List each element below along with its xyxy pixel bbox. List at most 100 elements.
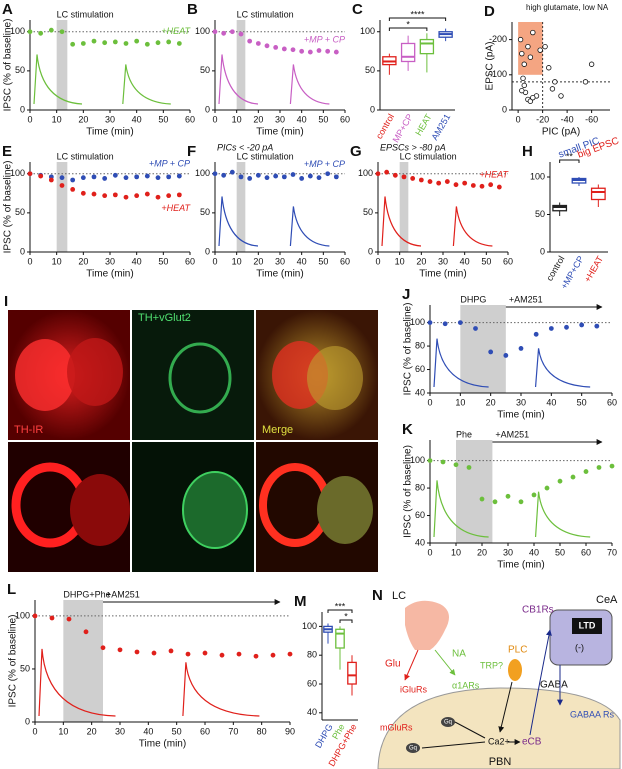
- data-point: [521, 82, 527, 89]
- inset-trace: [452, 206, 493, 247]
- y-tick-label: 40: [415, 387, 425, 397]
- x-tick-label: 10: [52, 114, 62, 124]
- y-axis-label: EPSC (pA): [485, 42, 496, 91]
- x-tick-label: 30: [115, 726, 125, 736]
- data-point: [488, 182, 494, 188]
- y-tick-label: -200: [489, 34, 507, 44]
- data-point: [440, 459, 446, 465]
- x-tick-label: 50: [172, 726, 182, 736]
- stimulation-window: [236, 162, 246, 252]
- label: mGluRs: [380, 722, 413, 732]
- data-point: [325, 171, 331, 177]
- data-point: [176, 173, 182, 179]
- data-point: [436, 180, 442, 186]
- data-point: [570, 474, 576, 480]
- data-point: [427, 179, 433, 184]
- data-point: [144, 173, 150, 179]
- data-point: [519, 87, 525, 94]
- data-point: [290, 172, 296, 177]
- data-point: [290, 47, 296, 53]
- data-point: [166, 39, 172, 45]
- data-point: [247, 176, 253, 181]
- x-tick-label: 30: [275, 114, 285, 124]
- panel-label: D: [484, 3, 495, 20]
- x-tick-label: 40: [143, 726, 153, 736]
- box: [347, 661, 357, 685]
- data-point: [273, 173, 279, 179]
- data-point: [307, 49, 313, 55]
- data-point: [70, 186, 76, 192]
- x-tick-label: 20: [486, 397, 496, 407]
- stimulation-window: [236, 20, 246, 110]
- category-label: AM251: [429, 112, 452, 142]
- y-tick-label: 0: [370, 104, 375, 114]
- image-caption: TH-IR: [14, 424, 43, 436]
- data-point: [80, 41, 86, 46]
- panel-label: J: [402, 286, 410, 303]
- stimulation-window: [56, 20, 68, 110]
- data-point: [470, 183, 476, 188]
- data-point: [38, 173, 44, 179]
- x-tick-label: 40: [297, 114, 307, 124]
- data-point: [166, 174, 172, 180]
- panel-label: I: [4, 293, 8, 310]
- x-tick-label: 0: [427, 397, 432, 407]
- x-tick-label: 60: [340, 114, 350, 124]
- x-tick-label: 60: [503, 256, 513, 266]
- data-point: [544, 485, 550, 491]
- image-caption: Merge: [262, 424, 293, 436]
- data-point: [32, 613, 38, 619]
- inset-trace: [33, 54, 83, 105]
- sig-label: ****: [410, 9, 425, 19]
- subtitle: PICs < -20 pA: [217, 142, 273, 152]
- cell: [15, 339, 75, 411]
- x-axis-label: Time (min): [86, 127, 133, 138]
- x-tick-label: 30: [105, 114, 115, 124]
- data-point: [579, 322, 585, 328]
- ltd-box: [572, 618, 602, 634]
- label: α1ARs: [452, 680, 480, 690]
- data-point: [134, 174, 140, 180]
- data-point: [401, 174, 407, 180]
- data-point: [221, 172, 227, 178]
- x-tick-label: 20: [78, 114, 88, 124]
- data-point: [466, 465, 472, 470]
- x-tick-label: 50: [318, 256, 328, 266]
- x-tick-label: 30: [438, 256, 448, 266]
- cell: [168, 342, 232, 414]
- data-point: [102, 193, 108, 199]
- data-point: [410, 176, 416, 181]
- y-axis-label: IPSC (% of baseline): [8, 615, 19, 708]
- label: Gq: [409, 746, 417, 752]
- y-tick-label: 80: [415, 340, 425, 350]
- y-tick-label: 50: [20, 663, 30, 673]
- cell: [182, 471, 248, 549]
- x-tick-label: 30: [275, 256, 285, 266]
- data-point: [442, 321, 448, 327]
- y-tick-label: 100: [195, 26, 210, 36]
- x-tick-label: 30: [503, 547, 513, 557]
- y-tick-label: 100: [302, 621, 317, 631]
- stim-label: LC stimulation: [237, 9, 294, 19]
- y-tick-label: 50: [363, 207, 373, 217]
- x-tick-label: 40: [132, 114, 142, 124]
- label: Gq: [444, 720, 452, 726]
- inset-trace: [433, 480, 489, 538]
- data-point: [91, 38, 97, 44]
- data-point: [316, 175, 322, 181]
- x-tick-label: 50: [577, 397, 587, 407]
- plc: [508, 659, 522, 681]
- panel-label: L: [7, 581, 16, 598]
- y-tick-label: 50: [200, 65, 210, 75]
- label: PLC: [508, 645, 527, 656]
- data-point: [229, 169, 235, 175]
- category-label: +HEAT: [582, 254, 605, 284]
- panel-label: A: [2, 1, 13, 18]
- data-point: [521, 61, 527, 67]
- data-point: [384, 169, 390, 175]
- x-axis-label: Time (min): [497, 560, 544, 571]
- x-tick-label: 10: [232, 256, 242, 266]
- data-point: [609, 463, 615, 469]
- data-point: [287, 651, 293, 657]
